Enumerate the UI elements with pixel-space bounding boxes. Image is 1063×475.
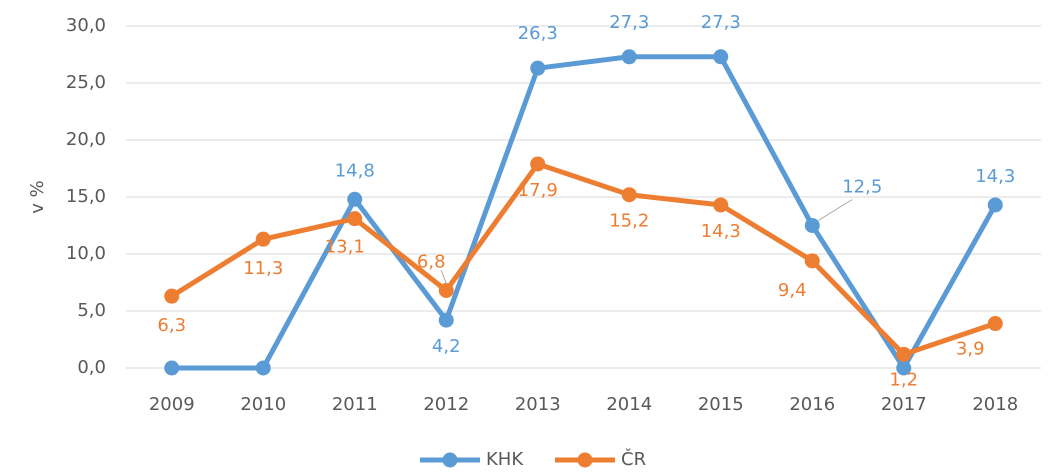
x-tick-label: 2015 [698,394,744,415]
marker [438,312,454,328]
data-label: 11,3 [243,258,283,279]
y-tick-label: 30,0 [66,15,106,36]
x-tick-label: 2016 [789,394,835,415]
leader-line [817,199,853,221]
legend-label: ČR [621,448,646,470]
line [170,161,997,357]
marker [530,60,546,76]
legend-marker [577,452,593,468]
y-tick-label: 10,0 [66,243,106,264]
x-tick-label: 2009 [149,394,195,415]
data-label: 9,4 [778,280,807,301]
marker [621,49,637,65]
data-label: 14,3 [975,166,1015,187]
x-tick-label: 2011 [332,394,378,415]
marker [438,282,454,298]
legend-label: KHK [486,449,524,470]
marker [804,218,820,233]
y-tick-label: 20,0 [66,129,106,150]
y-tick-label: 5,0 [77,300,106,321]
line [171,54,998,371]
marker [804,253,820,269]
marker [255,231,271,247]
y-tick-label: 25,0 [66,72,106,93]
x-tick-label: 2017 [881,394,927,415]
x-tick-label: 2018 [972,394,1018,415]
marker [987,316,1003,332]
y-tick-label: 15,0 [66,186,106,207]
y-tick-label: 0,0 [77,357,106,378]
marker [347,191,363,207]
legend-marker [442,452,458,468]
marker [713,197,729,213]
data-label: 3,9 [956,339,985,360]
marker [896,360,912,376]
data-label: 27,3 [701,12,741,33]
data-label: 17,9 [518,180,558,201]
x-tick-label: 2014 [606,394,652,415]
marker [713,49,729,65]
data-label: 12,5 [842,177,882,198]
marker [621,187,637,203]
data-label: 26,3 [518,23,558,44]
data-label: 6,8 [417,251,446,272]
data-label: 27,3 [609,12,649,33]
data-label: 6,3 [157,315,186,336]
data-label: 13,1 [325,237,365,258]
marker [530,156,546,172]
marker [896,346,912,362]
y-axis-label: v % [27,180,48,213]
data-label: 1,2 [889,369,918,390]
leader-line [440,270,447,284]
marker [347,211,363,227]
data-label: 15,2 [609,211,649,232]
marker [255,360,271,376]
data-label: 14,3 [701,221,741,242]
data-label: 14,8 [335,160,375,181]
marker [164,288,180,304]
data-label: 4,2 [432,336,461,357]
x-tick-label: 2010 [240,394,286,415]
marker [987,197,1003,213]
x-tick-label: 2013 [515,394,561,415]
x-tick-label: 2012 [423,394,469,415]
marker [164,360,180,376]
